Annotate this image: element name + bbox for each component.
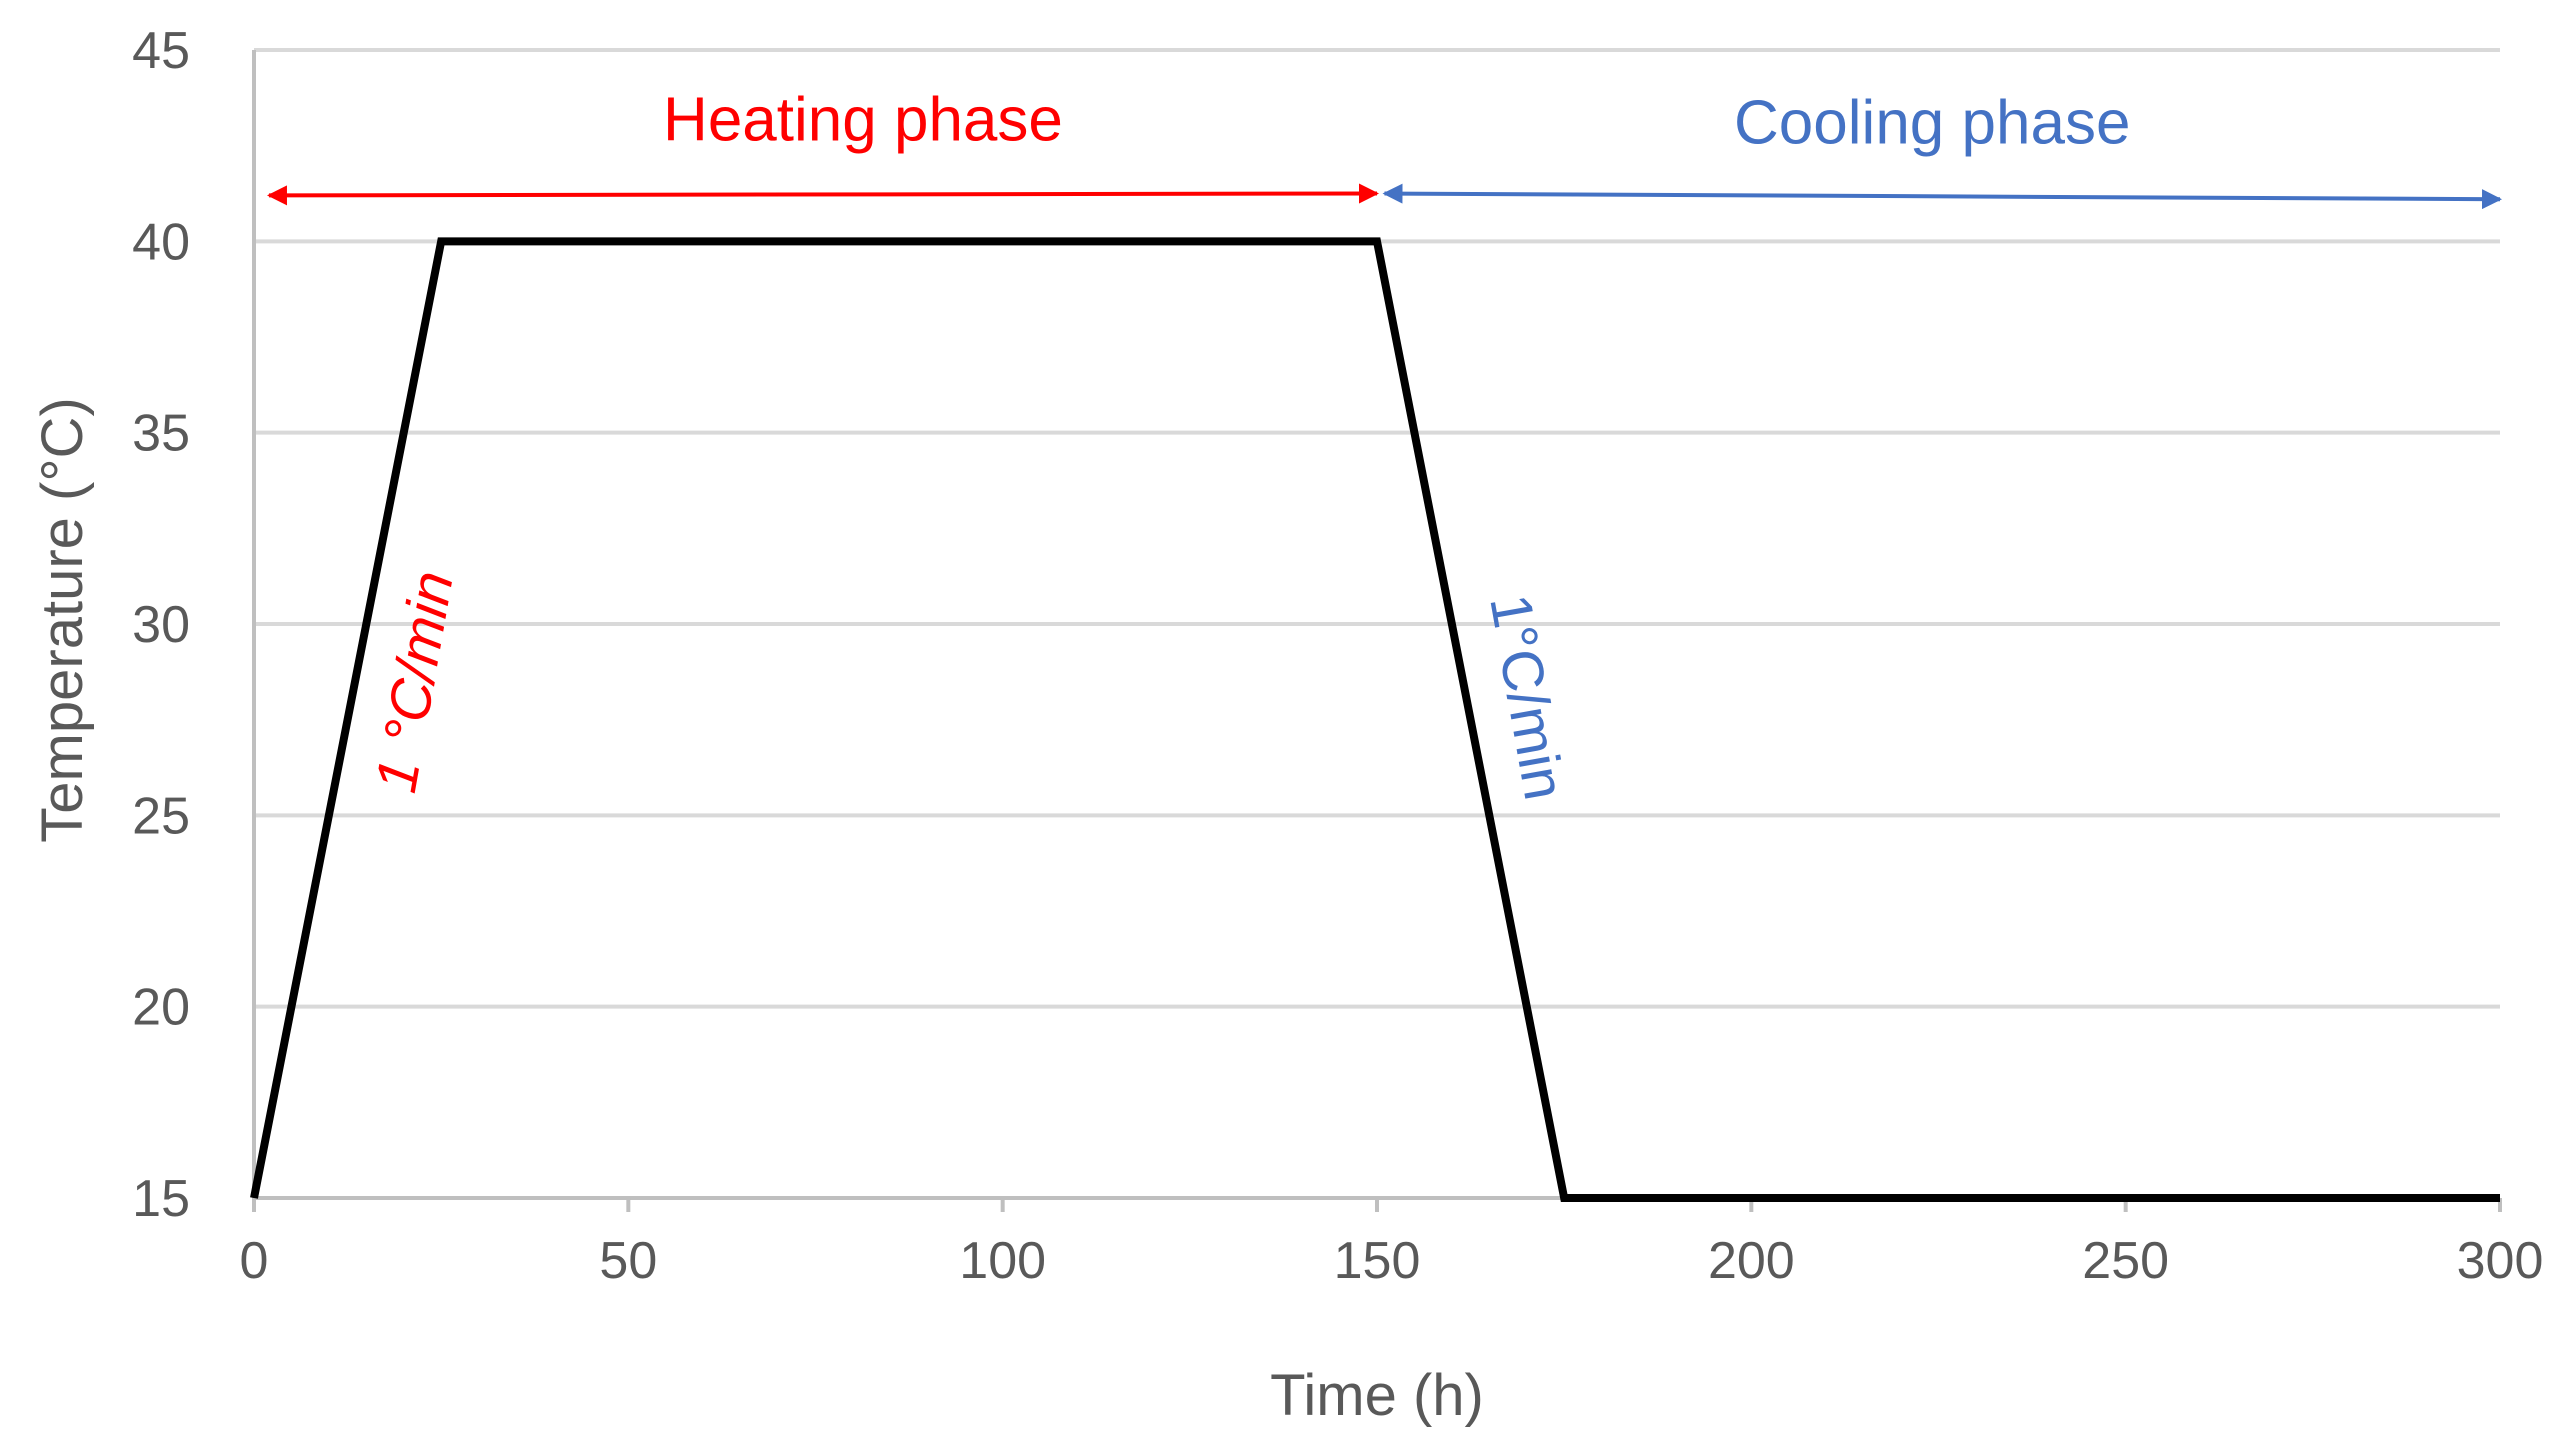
series bbox=[250, 237, 2500, 1202]
x-tick-label-150: 150 bbox=[1334, 1232, 1421, 1290]
y-tick-label-40: 40 bbox=[132, 213, 190, 271]
heating-phase-label: Heating phase bbox=[663, 85, 1063, 154]
y-tick-label-20: 20 bbox=[132, 979, 190, 1037]
y-tick-label-15: 15 bbox=[132, 1170, 190, 1228]
cooling-phase-label: Cooling phase bbox=[1734, 89, 2130, 158]
x-tick-label-300: 300 bbox=[2457, 1232, 2544, 1290]
x-tick-label-100: 100 bbox=[959, 1232, 1046, 1290]
x-tick-label-0: 0 bbox=[240, 1232, 269, 1290]
x-tick-label-50: 50 bbox=[599, 1232, 657, 1290]
y-tick-label-30: 30 bbox=[132, 596, 190, 654]
x-tick-label-200: 200 bbox=[1708, 1232, 1795, 1290]
x-axis-title: Time (h) bbox=[1270, 1363, 1484, 1428]
series-line-0 bbox=[250, 237, 2500, 1202]
y-axis-title: Temperature (°C) bbox=[30, 397, 95, 842]
axes bbox=[252, 50, 2502, 1212]
cooling-phase-arrow bbox=[1382, 183, 2502, 210]
y-tick-label-35: 35 bbox=[132, 405, 190, 463]
x-tick-label-250: 250 bbox=[2082, 1232, 2169, 1290]
heating-phase-arrow bbox=[266, 183, 1379, 206]
heating-rate-label: 1 °C/min bbox=[363, 566, 466, 797]
y-tick-label-45: 45 bbox=[132, 22, 190, 80]
tick-labels: 0 50 100 150 200 250 300 15 20 25 30 35 40 45 bbox=[132, 22, 2543, 1290]
annotations: Heating phase Cooling phase 1 °C/min 1°C/mi… bbox=[266, 85, 2502, 805]
y-tick-label-25: 25 bbox=[132, 787, 190, 845]
cooling-rate-label: 1°C/min bbox=[1477, 590, 1577, 805]
